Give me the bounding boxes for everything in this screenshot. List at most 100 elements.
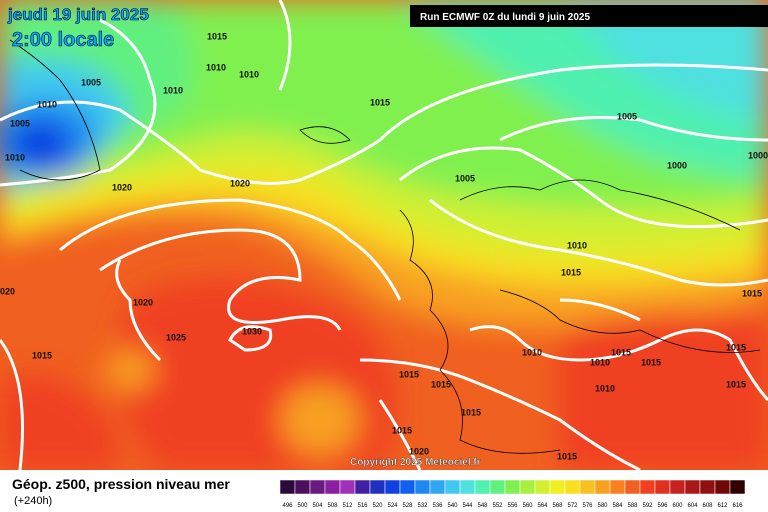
legend-swatch [399,479,416,495]
legend-swatch [579,479,596,495]
legend-value: 612 [717,503,728,509]
legend-swatch [504,479,521,495]
legend-swatch [429,479,446,495]
isobar-label: 1010 [590,357,610,367]
legend-value: 520 [372,503,383,509]
legend-value: 544 [462,503,473,509]
isobar-label: 1015 [392,425,412,435]
legend-value: 540 [447,503,458,509]
run-info: Run ECMWF 0Z du lundi 9 juin 2025 [420,12,590,23]
legend-swatch [474,479,491,495]
legend-value: 552 [492,503,503,509]
legend-value: 588 [627,503,638,509]
isobar-label: 1015 [561,267,581,277]
legend-value: 496 [282,503,293,509]
date: jeudi 19 juin 2025 [7,5,149,24]
legend-swatch [339,479,356,495]
legend-value: 516 [357,503,368,509]
legend-swatch [444,479,461,495]
isobar-label: 1000 [667,160,687,170]
isobar-label: 1010 [5,152,25,162]
footer-title: Géop. z500, pression niveau mer [12,476,230,492]
isobar-label: 1005 [617,111,637,121]
legend-swatch [534,479,551,495]
legend-swatch [519,479,536,495]
isobar-label: 1010 [522,347,542,357]
legend-value: 532 [417,503,428,509]
legend-swatch [324,479,341,495]
legend-value: 560 [522,503,533,509]
isobar-label: 1020 [112,182,132,192]
legend-swatch [594,479,611,495]
isobar-label: 1015 [726,342,746,352]
legend-value: 608 [702,503,713,509]
legend-swatch [624,479,641,495]
isobar-label: 1015 [207,31,227,41]
isobar-label: 1010 [567,240,587,250]
legend-swatch [639,479,656,495]
legend-swatch [354,479,371,495]
legend-swatch [414,479,431,495]
isobar-label: 1015 [742,288,762,298]
legend-value: 548 [477,503,488,509]
legend-value: 524 [387,503,398,509]
legend-value: 568 [552,503,563,509]
legend-swatch [714,479,731,495]
isobar-label: 1020 [409,446,429,456]
isobar-label: 1015 [726,379,746,389]
legend-swatch [489,479,506,495]
legend-value: 564 [537,503,548,509]
legend-value: 580 [597,503,608,509]
isobar-label: 1030 [242,326,262,336]
isobar-label: 1015 [399,369,419,379]
isobar-label: 1020 [0,286,15,296]
legend-value: 592 [642,503,653,509]
time: 2:00 locale [12,29,114,51]
legend-value: 596 [657,503,668,509]
legend-swatch [654,479,671,495]
legend-swatch [279,479,296,495]
coastlines [9,39,761,454]
isobar-label: 1020 [230,178,250,188]
isobar-label: 1000 [748,150,768,160]
legend-swatch [309,479,326,495]
legend-value: 528 [402,503,413,509]
legend-value: 512 [342,503,353,509]
isobar-label: 1005 [10,118,30,128]
legend-swatch [609,479,626,495]
legend-value: 556 [507,503,518,509]
legend-swatch [459,479,476,495]
legend: 496 500 504 508 512 516 520 524 528 532 536 540 544 5… [279,479,746,509]
isobars [0,0,768,470]
legend-swatch [384,479,401,495]
legend-swatch [684,479,701,495]
isobar-label: 1015 [557,451,577,461]
isobar-label: 1025 [166,332,186,342]
legend-swatch [549,479,566,495]
run-box [410,5,768,27]
legend-value: 616 [732,503,743,509]
legend-swatch [669,479,686,495]
legend-swatch [564,479,581,495]
legend-value: 504 [312,503,323,509]
isobar-label: 1020 [133,297,153,307]
isobar-label: 1015 [370,97,390,107]
legend-value: 584 [612,503,623,509]
isobar-label: 1010 [595,383,615,393]
legend-value: 572 [567,503,578,509]
legend-swatch [729,479,746,495]
isobar-label: 1015 [431,379,451,389]
legend-value: 536 [432,503,443,509]
legend-swatch [699,479,716,495]
legend-value: 600 [672,503,683,509]
legend-value: 508 [327,503,338,509]
isobar-label: 1005 [455,173,475,183]
isobar-label: 1010 [37,99,57,109]
footer-lead: (+240h) [14,495,52,507]
legend-value: 576 [582,503,593,509]
isobar-label: 1015 [611,347,631,357]
